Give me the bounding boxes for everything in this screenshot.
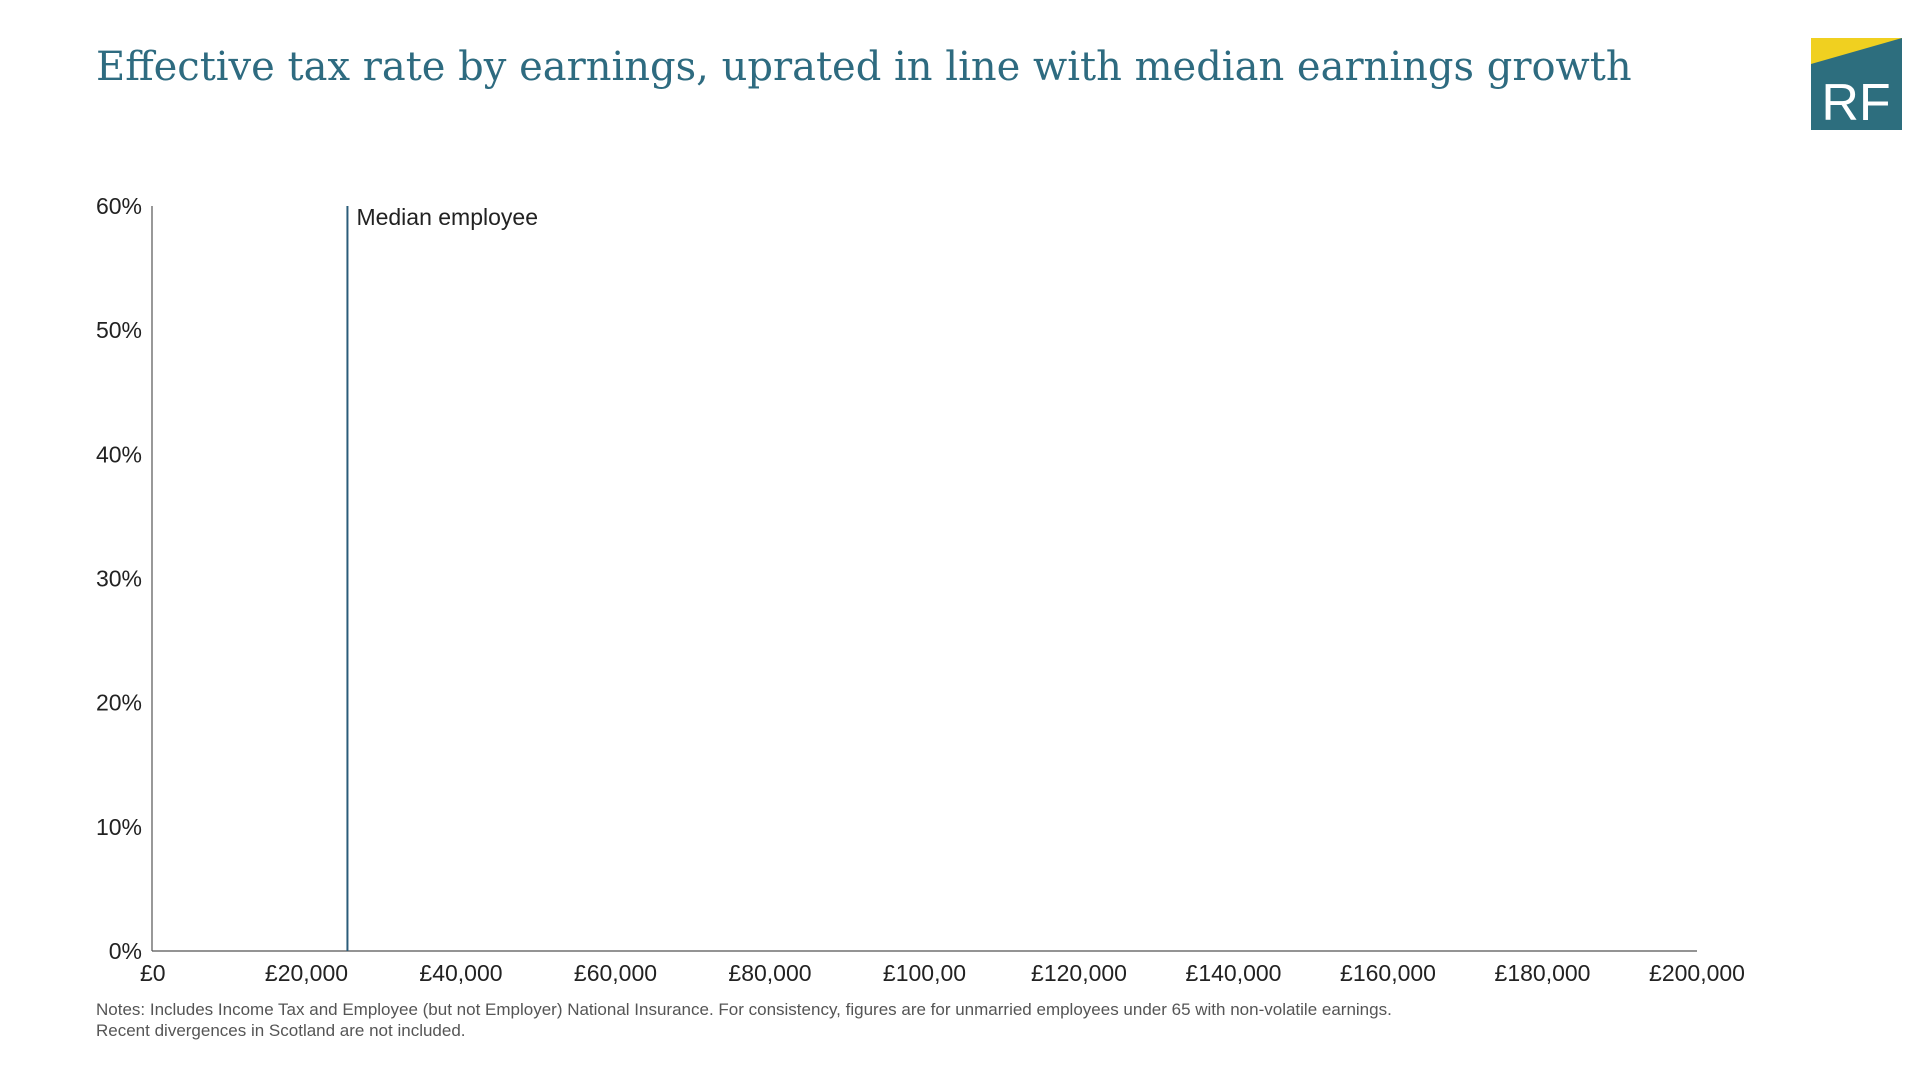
x-tick-label: £20,000 [265, 960, 348, 986]
reference-label: Median employee [356, 204, 538, 230]
x-tick-label: £180,000 [1495, 960, 1591, 986]
chart-title: Effective tax rate by earnings, uprated … [96, 44, 1632, 90]
logo-text: RF [1821, 74, 1890, 132]
logo-accent [1811, 38, 1902, 64]
note: Recent divergences in Scotland are not i… [96, 1021, 466, 1040]
y-tick-label: 30% [96, 566, 142, 592]
x-tick-label: £80,000 [728, 960, 811, 986]
y-tick-label: 50% [96, 317, 142, 343]
y-tick-label: 0% [109, 938, 142, 964]
y-tick-label: 10% [96, 814, 142, 840]
note: Notes: Includes Income Tax and Employee … [96, 1000, 1392, 1019]
y-tick-label: 40% [96, 441, 142, 467]
logo: RF [1811, 38, 1902, 132]
x-tick-label: £0 [140, 960, 166, 986]
x-tick-label: £160,000 [1340, 960, 1436, 986]
x-tick-label: £60,000 [574, 960, 657, 986]
x-tick-label: £140,000 [1186, 960, 1282, 986]
y-tick-label: 20% [96, 690, 142, 716]
x-tick-label: £100,00 [883, 960, 966, 986]
x-tick-label: £200,000 [1649, 960, 1745, 986]
x-tick-label: £40,000 [419, 960, 502, 986]
x-tick-label: £120,000 [1031, 960, 1127, 986]
y-tick-label: 60% [96, 193, 142, 219]
